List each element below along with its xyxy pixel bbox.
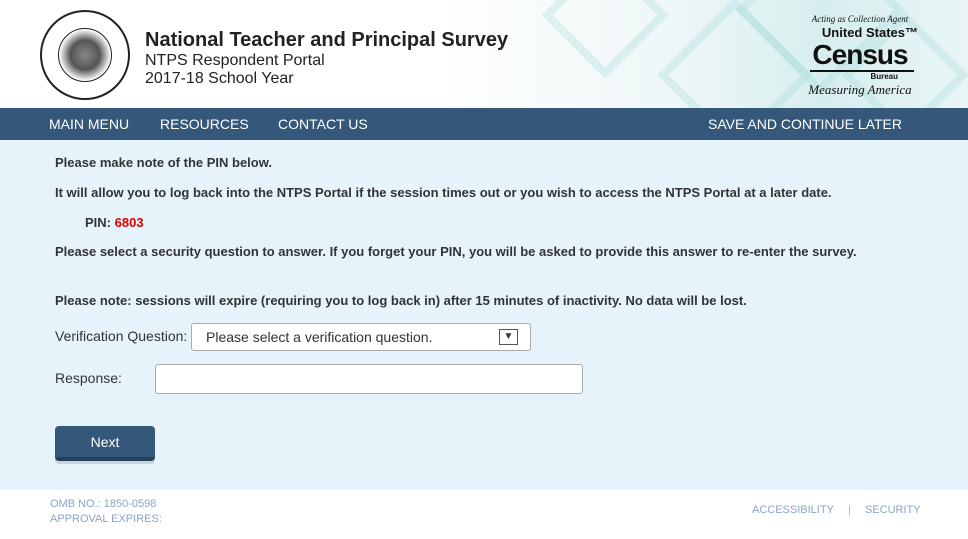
page-title: National Teacher and Principal Survey [145, 29, 509, 51]
security-link[interactable]: SECURITY [865, 504, 921, 516]
security-note: Please select a security question to ans… [55, 244, 857, 259]
department-of-education-seal [40, 10, 130, 100]
verification-label: Verification Question: [55, 328, 188, 344]
response-input[interactable] [155, 364, 583, 394]
pin-note: Please make note of the PIN below. [55, 155, 272, 170]
nav-bar: MAIN MENU RESOURCES CONTACT US SAVE AND … [0, 108, 968, 140]
nav-save-continue-later[interactable]: SAVE AND CONTINUE LATER [708, 116, 902, 132]
pin-display: PIN: 6803 [85, 213, 144, 233]
nav-resources[interactable]: RESOURCES [160, 116, 249, 132]
omb-number: OMB NO.: 1850-0598 [50, 498, 157, 510]
census-bureau-logo: Acting as Collection Agent United States… [790, 14, 930, 97]
nav-contact-us[interactable]: CONTACT US [278, 116, 368, 132]
school-year: 2017-18 School Year [145, 70, 294, 87]
verification-question-select[interactable]: Please select a verification question. ▼ [191, 323, 531, 351]
logo-acting-text: Acting as Collection Agent [811, 14, 909, 24]
chevron-down-icon[interactable]: ▼ [499, 329, 518, 345]
main-content: Please make note of the PIN below. It wi… [0, 140, 968, 490]
pin-value: 6803 [114, 215, 144, 230]
footer-separator: | [848, 504, 851, 516]
logo-tagline: Measuring America [808, 82, 912, 97]
logo-us-text: United States™ [821, 25, 918, 40]
response-label: Response: [55, 370, 122, 386]
portal-subtitle: NTPS Respondent Portal [145, 52, 325, 69]
approval-expires: APPROVAL EXPIRES: [50, 513, 162, 525]
expire-note: Please note: sessions will expire (requi… [55, 293, 747, 308]
next-button[interactable]: Next [55, 426, 155, 461]
background-decoration [541, 0, 669, 79]
header: National Teacher and Principal Survey NT… [0, 0, 968, 108]
logo-census-text: Census [812, 39, 908, 70]
accessibility-link[interactable]: ACCESSIBILITY [752, 504, 834, 516]
pin-explanation: It will allow you to log back into the N… [55, 185, 832, 200]
selected-option: Please select a verification question. [206, 329, 433, 345]
nav-main-menu[interactable]: MAIN MENU [49, 116, 130, 132]
pin-label: PIN: [85, 215, 111, 230]
logo-bureau-text: Bureau [810, 70, 914, 82]
